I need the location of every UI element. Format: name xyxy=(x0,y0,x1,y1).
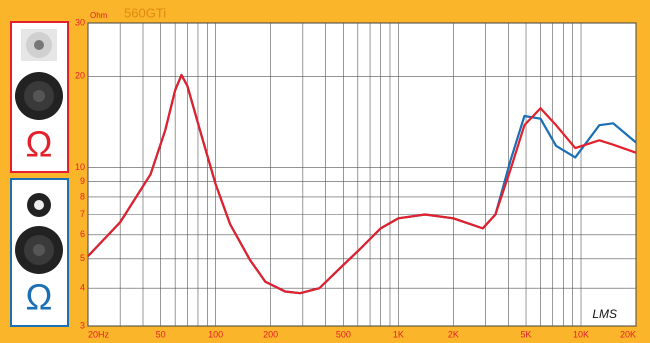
x-tick-label: 10K xyxy=(573,329,589,339)
y-tick-label: 20 xyxy=(75,71,85,81)
x-tick-label: 2K xyxy=(448,329,459,339)
speaker-panel-2 xyxy=(10,178,69,327)
y-tick-label: 5 xyxy=(80,253,85,263)
y-axis-label: Ohm xyxy=(90,11,108,20)
legend-label: Ω xyxy=(26,124,53,165)
y-tick-label: 8 xyxy=(80,191,85,201)
speaker-panel-1 xyxy=(10,21,69,173)
x-tick-label: 500 xyxy=(336,329,351,339)
chart-title: 560GTi xyxy=(124,5,166,20)
y-tick-label: 9 xyxy=(80,176,85,186)
y-tick-label: 10 xyxy=(75,162,85,172)
y-tick-label: 30 xyxy=(75,17,85,27)
x-tick-label: 100 xyxy=(208,329,223,339)
watermark: LMS xyxy=(592,307,617,321)
x-tick-label: 200 xyxy=(263,329,278,339)
x-tick-label: 1K xyxy=(393,329,404,339)
x-tick-label: 20K xyxy=(620,329,636,339)
y-tick-label: 6 xyxy=(80,229,85,239)
x-tick-label: 5K xyxy=(521,329,532,339)
x-tick-label: 50 xyxy=(156,329,166,339)
x-tick-label: 20Hz xyxy=(88,329,110,339)
y-tick-label: 7 xyxy=(80,209,85,219)
y-tick-label: 3 xyxy=(80,320,85,330)
legend-label: Ω xyxy=(26,277,53,318)
plot-area xyxy=(87,22,637,327)
series-line xyxy=(87,73,637,295)
y-tick-label: 4 xyxy=(80,283,85,293)
